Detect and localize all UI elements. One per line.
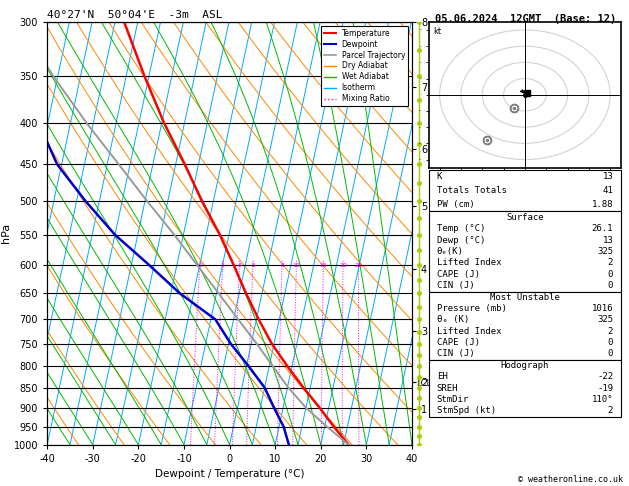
Text: Totals Totals: Totals Totals	[437, 186, 506, 195]
Text: 2: 2	[608, 327, 613, 336]
Text: CAPE (J): CAPE (J)	[437, 270, 480, 279]
Text: 8: 8	[281, 263, 284, 268]
FancyBboxPatch shape	[429, 211, 621, 292]
Text: Surface: Surface	[506, 213, 543, 222]
Text: 13: 13	[603, 236, 613, 244]
Text: θₑ(K): θₑ(K)	[437, 247, 464, 256]
FancyBboxPatch shape	[429, 292, 621, 360]
Y-axis label: hPa: hPa	[1, 223, 11, 243]
Text: 3: 3	[221, 263, 225, 268]
Text: LCL: LCL	[416, 379, 431, 388]
Text: StmDir: StmDir	[437, 395, 469, 404]
Text: SREH: SREH	[437, 383, 458, 393]
Text: CIN (J): CIN (J)	[437, 349, 474, 359]
Text: 20: 20	[339, 263, 347, 268]
Text: kt: kt	[433, 27, 442, 36]
Text: CAPE (J): CAPE (J)	[437, 338, 480, 347]
Text: Temp (°C): Temp (°C)	[437, 224, 485, 233]
Text: 26.1: 26.1	[592, 224, 613, 233]
FancyBboxPatch shape	[429, 360, 621, 417]
Text: 325: 325	[597, 315, 613, 325]
Text: EH: EH	[437, 372, 447, 381]
Text: 1.88: 1.88	[592, 200, 613, 209]
Text: 110°: 110°	[592, 395, 613, 404]
Text: Lifted Index: Lifted Index	[437, 327, 501, 336]
Text: 41: 41	[603, 186, 613, 195]
Text: Most Unstable: Most Unstable	[490, 293, 560, 302]
Text: 05.06.2024  12GMT  (Base: 12): 05.06.2024 12GMT (Base: 12)	[435, 14, 616, 24]
Text: Pressure (mb): Pressure (mb)	[437, 304, 506, 313]
Legend: Temperature, Dewpoint, Parcel Trajectory, Dry Adiabat, Wet Adiabat, Isotherm, Mi: Temperature, Dewpoint, Parcel Trajectory…	[321, 26, 408, 106]
Y-axis label: km
ASL: km ASL	[443, 223, 462, 244]
Text: 4: 4	[238, 263, 242, 268]
Text: 325: 325	[597, 247, 613, 256]
Text: 40°27'N  50°04'E  -3m  ASL: 40°27'N 50°04'E -3m ASL	[47, 10, 223, 20]
Text: © weatheronline.co.uk: © weatheronline.co.uk	[518, 474, 623, 484]
Text: 0: 0	[608, 270, 613, 279]
Text: -22: -22	[597, 372, 613, 381]
Text: CIN (J): CIN (J)	[437, 281, 474, 290]
Text: 0: 0	[608, 281, 613, 290]
Text: 0: 0	[608, 349, 613, 359]
Text: 25: 25	[355, 263, 362, 268]
Text: 2: 2	[608, 259, 613, 267]
Text: 2: 2	[608, 406, 613, 416]
Text: K: K	[437, 173, 442, 181]
Text: 13: 13	[603, 173, 613, 181]
Text: Hodograph: Hodograph	[501, 361, 549, 370]
Text: 0: 0	[608, 338, 613, 347]
Text: PW (cm): PW (cm)	[437, 200, 474, 209]
FancyBboxPatch shape	[429, 170, 621, 211]
Text: -19: -19	[597, 383, 613, 393]
Text: Dewp (°C): Dewp (°C)	[437, 236, 485, 244]
Text: Lifted Index: Lifted Index	[437, 259, 501, 267]
Text: 5: 5	[251, 263, 255, 268]
Text: StmSpd (kt): StmSpd (kt)	[437, 406, 496, 416]
Text: 10: 10	[292, 263, 301, 268]
Text: 2: 2	[198, 263, 202, 268]
Text: θₑ (K): θₑ (K)	[437, 315, 469, 325]
Text: 1016: 1016	[592, 304, 613, 313]
Text: 15: 15	[320, 263, 327, 268]
X-axis label: Dewpoint / Temperature (°C): Dewpoint / Temperature (°C)	[155, 469, 304, 479]
